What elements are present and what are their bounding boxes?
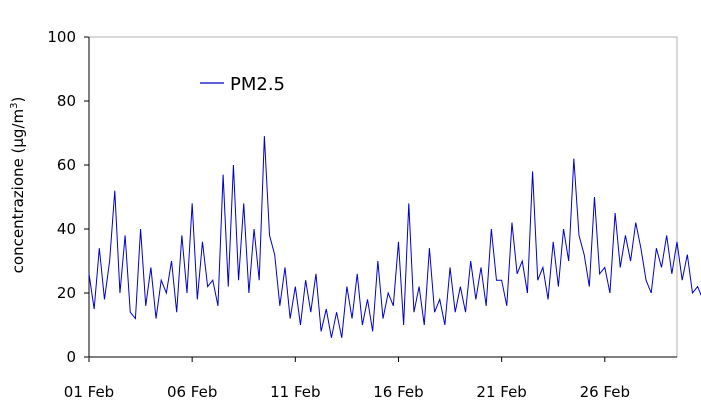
x-tick-label: 26 Feb xyxy=(580,383,630,401)
y-tick-label: 40 xyxy=(57,220,76,238)
y-tick-label: 60 xyxy=(57,156,76,174)
y-tick-label: 0 xyxy=(66,348,76,366)
y-axis-title: concentrazione (µg/m3) xyxy=(9,97,27,274)
x-tick-label: 16 Feb xyxy=(373,383,423,401)
legend: PM2.5 xyxy=(200,74,285,95)
legend-label-pm25: PM2.5 xyxy=(230,74,285,95)
x-tick-label: 21 Feb xyxy=(476,383,526,401)
series-line-pm25 xyxy=(88,136,701,338)
x-tick-label: 11 Feb xyxy=(270,383,320,401)
y-axis-title-main: concentrazione (µg/m xyxy=(9,109,27,273)
x-axis-ticks: 01 Feb 06 Feb 11 Feb 16 Feb 21 Feb 26 Feb xyxy=(64,357,630,401)
y-axis-title-close: ) xyxy=(9,97,27,103)
y-axis-ticks: 0 20 40 60 80 100 xyxy=(47,28,89,366)
y-tick-label: 80 xyxy=(57,92,76,110)
y-axis-title-sup: 3 xyxy=(9,103,20,109)
y-tick-label: 100 xyxy=(47,28,76,46)
x-tick-label: 06 Feb xyxy=(167,383,217,401)
x-tick-label: 01 Feb xyxy=(64,383,114,401)
y-tick-label: 20 xyxy=(57,284,76,302)
